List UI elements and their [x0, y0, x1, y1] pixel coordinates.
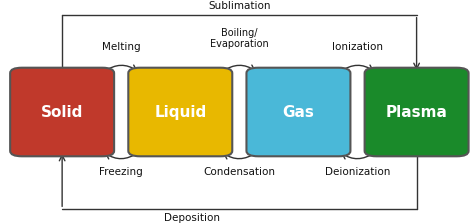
- Text: Plasma: Plasma: [386, 105, 447, 119]
- Text: Deionization: Deionization: [325, 168, 390, 177]
- Text: Deposition: Deposition: [164, 213, 220, 223]
- Text: Sublimation: Sublimation: [208, 1, 271, 11]
- Text: Melting: Melting: [102, 42, 140, 52]
- FancyBboxPatch shape: [246, 68, 350, 156]
- Text: Solid: Solid: [41, 105, 83, 119]
- Text: Ionization: Ionization: [332, 42, 383, 52]
- FancyBboxPatch shape: [128, 68, 232, 156]
- Text: Liquid: Liquid: [154, 105, 206, 119]
- Text: Gas: Gas: [283, 105, 314, 119]
- FancyBboxPatch shape: [10, 68, 114, 156]
- Text: Condensation: Condensation: [203, 168, 275, 177]
- FancyBboxPatch shape: [365, 68, 469, 156]
- Text: Boiling/
Evaporation: Boiling/ Evaporation: [210, 28, 269, 49]
- Text: Freezing: Freezing: [100, 168, 143, 177]
